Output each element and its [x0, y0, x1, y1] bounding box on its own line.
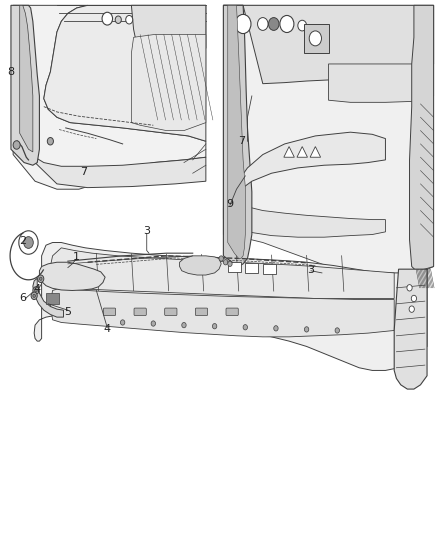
- Polygon shape: [228, 5, 245, 259]
- Circle shape: [407, 285, 412, 291]
- Polygon shape: [223, 5, 434, 84]
- Circle shape: [280, 15, 294, 33]
- Circle shape: [219, 256, 223, 261]
- Circle shape: [212, 324, 217, 329]
- Text: 8: 8: [7, 67, 14, 77]
- Bar: [263, 264, 276, 274]
- Circle shape: [24, 237, 33, 248]
- Circle shape: [274, 326, 278, 331]
- Text: 9: 9: [226, 199, 233, 209]
- Text: 2: 2: [19, 236, 26, 246]
- FancyBboxPatch shape: [165, 308, 177, 316]
- Polygon shape: [284, 147, 294, 157]
- FancyBboxPatch shape: [134, 308, 146, 316]
- Circle shape: [335, 328, 339, 333]
- Circle shape: [47, 138, 53, 145]
- Polygon shape: [39, 262, 105, 290]
- Polygon shape: [35, 157, 206, 188]
- Circle shape: [33, 294, 35, 297]
- Text: 1: 1: [73, 252, 80, 262]
- Polygon shape: [223, 5, 252, 266]
- Circle shape: [19, 231, 38, 254]
- Circle shape: [151, 321, 155, 326]
- Circle shape: [268, 18, 279, 30]
- Bar: [245, 263, 258, 273]
- Circle shape: [243, 325, 247, 330]
- Circle shape: [258, 18, 268, 30]
- Text: 5: 5: [64, 307, 71, 317]
- Bar: [304, 24, 328, 53]
- Circle shape: [120, 320, 125, 325]
- Polygon shape: [34, 243, 427, 370]
- Polygon shape: [50, 288, 394, 337]
- Polygon shape: [394, 269, 427, 389]
- Circle shape: [35, 289, 37, 292]
- Circle shape: [182, 322, 186, 328]
- Polygon shape: [223, 197, 385, 237]
- Circle shape: [102, 12, 113, 25]
- Polygon shape: [328, 64, 434, 102]
- Polygon shape: [223, 5, 434, 277]
- Bar: [46, 293, 59, 304]
- Text: 3: 3: [307, 265, 314, 275]
- Polygon shape: [13, 5, 206, 189]
- Circle shape: [13, 141, 20, 149]
- Circle shape: [126, 15, 133, 24]
- Circle shape: [39, 277, 42, 280]
- Text: 7: 7: [80, 167, 87, 176]
- Circle shape: [33, 287, 39, 294]
- Text: 3: 3: [143, 226, 150, 236]
- Polygon shape: [410, 5, 434, 271]
- Text: 4: 4: [104, 325, 111, 334]
- Circle shape: [409, 306, 414, 312]
- Circle shape: [235, 14, 251, 34]
- Text: 6: 6: [19, 293, 26, 303]
- Polygon shape: [11, 5, 39, 165]
- Circle shape: [298, 20, 307, 31]
- Circle shape: [411, 295, 417, 302]
- Text: 4: 4: [34, 284, 41, 294]
- Polygon shape: [131, 5, 206, 67]
- Circle shape: [38, 275, 44, 282]
- Polygon shape: [131, 35, 206, 131]
- Polygon shape: [50, 248, 394, 298]
- Polygon shape: [33, 278, 64, 317]
- Circle shape: [309, 31, 321, 46]
- Polygon shape: [20, 5, 33, 152]
- Circle shape: [31, 292, 37, 300]
- Polygon shape: [310, 147, 321, 157]
- Circle shape: [223, 260, 228, 265]
- Circle shape: [115, 16, 121, 23]
- Circle shape: [304, 327, 309, 332]
- Polygon shape: [297, 147, 307, 157]
- Polygon shape: [44, 5, 206, 141]
- Bar: [228, 262, 241, 272]
- FancyBboxPatch shape: [103, 308, 116, 316]
- FancyBboxPatch shape: [195, 308, 208, 316]
- Polygon shape: [180, 256, 221, 275]
- Text: 7: 7: [238, 136, 245, 146]
- FancyBboxPatch shape: [226, 308, 238, 316]
- Polygon shape: [234, 132, 385, 197]
- Circle shape: [228, 261, 232, 266]
